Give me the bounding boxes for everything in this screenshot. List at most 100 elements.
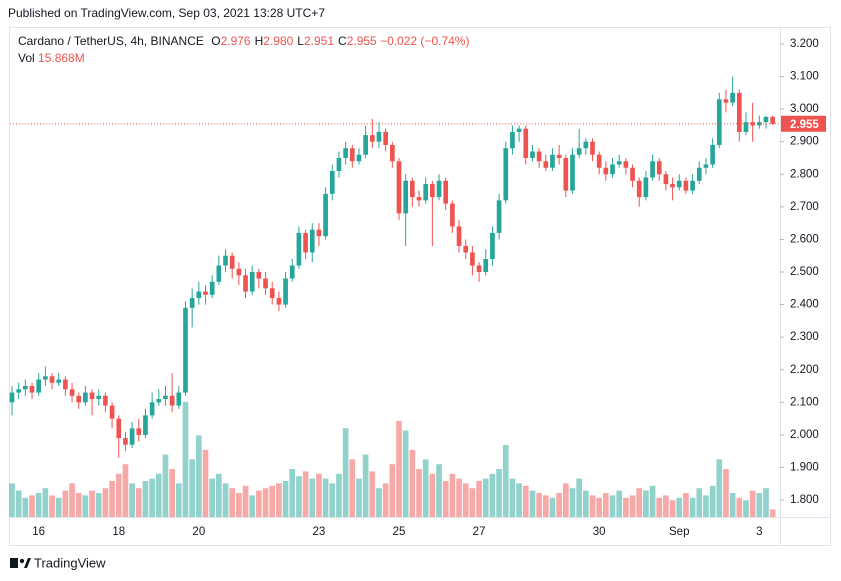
candle-body <box>323 193 328 237</box>
candle-body <box>676 180 682 188</box>
candle-body <box>376 131 382 142</box>
candle-body <box>730 92 735 103</box>
volume-bar <box>656 497 663 517</box>
candle-body <box>76 395 82 403</box>
candle-body <box>249 272 255 292</box>
candle-body <box>536 151 542 162</box>
candle-body <box>470 252 475 266</box>
volume-bar <box>209 478 216 517</box>
volume-bar <box>649 485 656 517</box>
legend-symbol: Cardano / TetherUS, 4h, BINANCE <box>18 34 204 48</box>
volume-bar <box>82 495 89 517</box>
volume-bar <box>222 483 229 517</box>
volume-bar <box>362 454 369 517</box>
volume-bar <box>562 483 569 517</box>
volume-bar <box>723 469 729 517</box>
volume-bar <box>89 490 95 517</box>
candle-body <box>703 164 709 168</box>
volume-bar <box>729 493 736 517</box>
volume-bar <box>102 488 109 517</box>
candle-body <box>603 167 609 175</box>
last-price-box <box>781 115 826 132</box>
candle-body <box>309 229 315 253</box>
volume-bar <box>529 490 536 517</box>
candle-body <box>89 392 95 400</box>
y-tick-label: 2.700 <box>790 201 819 213</box>
y-tick-label: 1.900 <box>790 462 819 474</box>
candle-body <box>349 148 355 162</box>
volume-bar <box>142 481 149 517</box>
candle-body <box>189 298 195 308</box>
x-tick-label: Sep <box>669 526 689 538</box>
volume-bar <box>162 454 169 517</box>
candle-body <box>716 99 722 145</box>
candle-body <box>263 278 268 289</box>
candle-body <box>443 180 449 204</box>
volume-bar <box>429 473 436 517</box>
candle-body <box>636 180 642 198</box>
candle-body <box>723 99 729 103</box>
volume-bar <box>369 471 376 517</box>
candle-body <box>656 161 662 175</box>
candle-body <box>389 144 395 162</box>
x-tick-label: 25 <box>393 526 406 538</box>
volume-bar <box>155 473 162 517</box>
candle-body <box>49 376 55 383</box>
candle-body <box>63 379 68 390</box>
y-tick-label: 2.300 <box>790 331 819 343</box>
volume-bar <box>509 478 516 517</box>
y-tick-label: 2.600 <box>790 233 819 245</box>
volume-bar <box>269 485 276 517</box>
y-tick-label: 2.400 <box>790 299 819 311</box>
candle-body <box>610 164 615 175</box>
volume-bar <box>342 428 349 517</box>
volume-bar <box>743 500 749 517</box>
candle-body <box>276 298 282 305</box>
volume-bar <box>276 483 282 517</box>
candle-body <box>690 180 695 191</box>
candle-body <box>430 184 435 198</box>
volume-bar <box>242 485 249 517</box>
candle-body <box>116 418 122 439</box>
volume-bar <box>522 485 529 517</box>
candle-body <box>269 288 275 299</box>
candle-body <box>770 116 775 124</box>
volume-bar <box>249 495 256 517</box>
candle-body <box>183 307 188 393</box>
volume-bar <box>309 478 316 517</box>
candle-body <box>383 131 388 145</box>
volume-bar <box>316 473 322 517</box>
x-tick-label: 20 <box>192 526 205 538</box>
volume-bar <box>42 488 49 517</box>
volume-bar <box>382 483 389 517</box>
volume-bar <box>502 445 509 517</box>
vol-key: Vol <box>18 51 35 65</box>
candle-body <box>750 122 755 126</box>
legend-value: 2.955 <box>347 34 377 48</box>
volume-bar <box>182 401 189 517</box>
volume-bar <box>9 483 15 517</box>
volume-bar <box>49 495 55 517</box>
volume-bar <box>202 449 209 517</box>
legend-key: C <box>338 34 347 48</box>
volume-bar <box>696 488 703 517</box>
candle-body <box>216 265 222 282</box>
volume-bar <box>736 497 743 517</box>
volume-bar <box>409 449 416 517</box>
x-tick-label: 3 <box>756 526 762 538</box>
volume-bar <box>683 493 689 517</box>
candle-body <box>136 428 142 435</box>
candle-body <box>543 161 549 168</box>
volume-bar <box>329 483 336 517</box>
candle-body <box>650 161 655 178</box>
candle-body <box>96 395 102 400</box>
candle-body <box>570 154 575 191</box>
volume-bar <box>536 493 542 517</box>
footer: TradingView <box>34 555 106 570</box>
volume-bar <box>135 488 142 517</box>
volume-bar <box>216 473 222 517</box>
candle-body <box>696 167 702 181</box>
candle-body <box>103 395 108 406</box>
y-tick-label: 2.100 <box>790 396 819 408</box>
volume-bar <box>643 490 649 517</box>
